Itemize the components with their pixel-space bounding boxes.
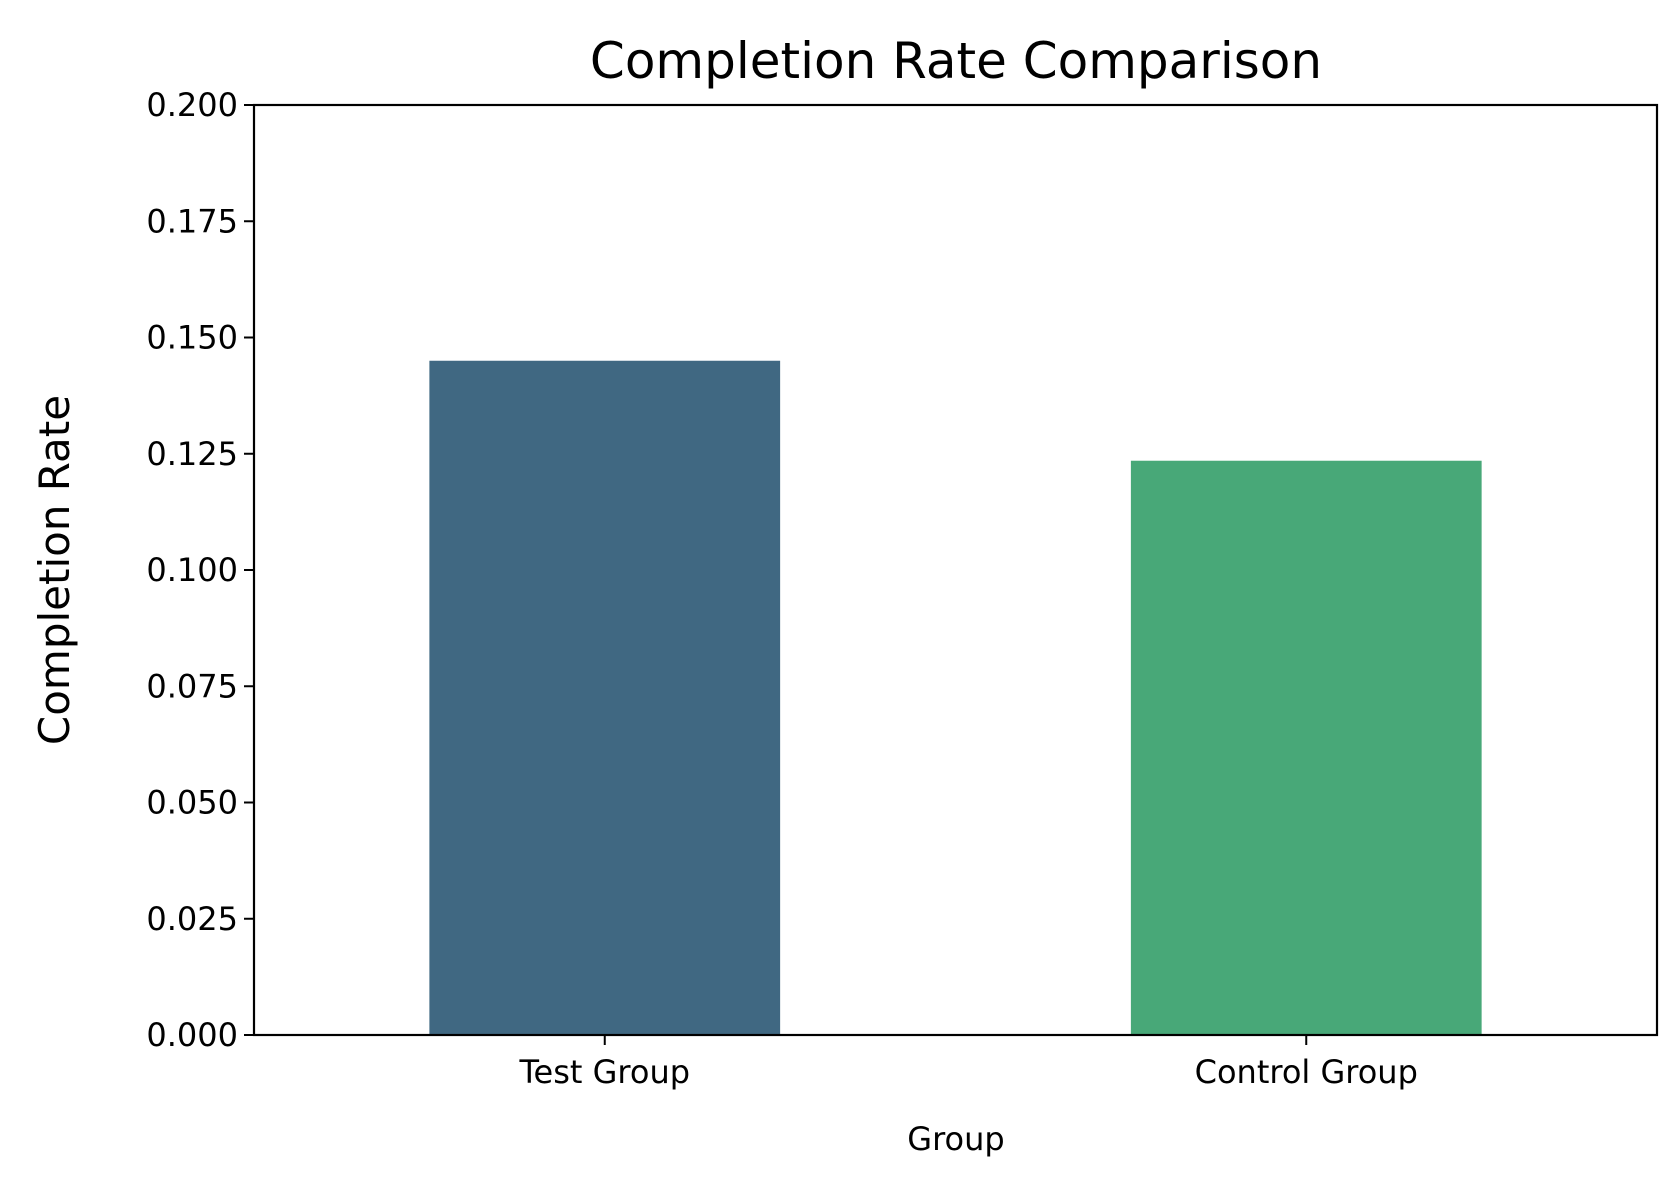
- bars-layer: [429, 360, 1482, 1036]
- y-tick-label: 0.050: [146, 784, 238, 822]
- y-tick-label: 0.200: [146, 86, 238, 124]
- y-axis-ticks: 0.000 0.025 0.050 0.075 0.100 0.125 0.150 0.175…: [146, 86, 254, 1054]
- x-tick-label: Control Group: [1195, 1053, 1418, 1091]
- bar-test-group: [429, 360, 781, 1035]
- bar-control-group: [1130, 460, 1482, 1036]
- y-tick-label: 0.150: [146, 319, 238, 357]
- y-tick-label: 0.100: [146, 551, 238, 589]
- y-tick-label: 0.000: [146, 1016, 238, 1054]
- chart-title: Completion Rate Comparison: [590, 32, 1322, 90]
- y-tick-label: 0.125: [146, 435, 238, 473]
- x-tick-label: Test Group: [518, 1053, 690, 1091]
- x-axis-label: Group: [907, 1120, 1004, 1158]
- x-axis-ticks: Test Group Control Group: [518, 1035, 1418, 1091]
- y-tick-label: 0.175: [146, 202, 238, 240]
- y-tick-label: 0.075: [146, 667, 238, 705]
- y-tick-label: 0.025: [146, 900, 238, 938]
- plot-frame: [252, 103, 1659, 1037]
- y-axis-label: Completion Rate: [30, 395, 79, 745]
